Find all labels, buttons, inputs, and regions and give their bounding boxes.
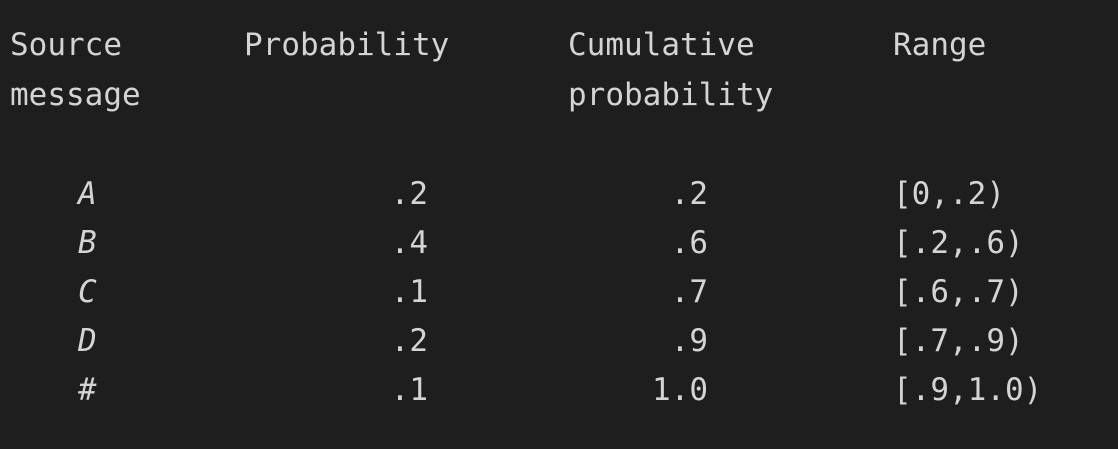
row-message: # bbox=[78, 372, 97, 408]
table-row: # .1 1.0 [.9,1.0) bbox=[0, 366, 1118, 415]
header-range: Range bbox=[893, 27, 987, 63]
row-message: B bbox=[78, 225, 97, 261]
row-probability: .1 bbox=[390, 372, 428, 408]
header-source-message: Source message bbox=[10, 27, 141, 113]
header-cumulative-probability: Cumulative probability bbox=[568, 27, 774, 113]
table-row: C .1 .7 [.6,.7) bbox=[0, 268, 1118, 317]
row-range: [.2,.6) bbox=[893, 225, 1024, 261]
row-cumulative: 1.0 bbox=[652, 372, 708, 408]
row-range: [.6,.7) bbox=[893, 274, 1024, 310]
row-cumulative: .6 bbox=[670, 225, 708, 261]
table-row: D .2 .9 [.7,.9) bbox=[0, 317, 1118, 366]
row-probability: .2 bbox=[390, 176, 428, 212]
table-row: B .4 .6 [.2,.6) bbox=[0, 219, 1118, 268]
row-message: A bbox=[78, 176, 97, 212]
row-range: [0,.2) bbox=[893, 176, 1005, 212]
row-range: [.9,1.0) bbox=[893, 372, 1043, 408]
header-probability: Probability bbox=[244, 27, 450, 63]
row-cumulative: .9 bbox=[670, 323, 708, 359]
row-cumulative: .2 bbox=[670, 176, 708, 212]
table-row: A .2 .2 [0,.2) bbox=[0, 170, 1118, 219]
row-probability: .4 bbox=[390, 225, 428, 261]
row-probability: .2 bbox=[390, 323, 428, 359]
row-cumulative: .7 bbox=[670, 274, 708, 310]
row-range: [.7,.9) bbox=[893, 323, 1024, 359]
row-message: C bbox=[78, 274, 97, 310]
row-message: D bbox=[78, 323, 97, 359]
row-probability: .1 bbox=[390, 274, 428, 310]
